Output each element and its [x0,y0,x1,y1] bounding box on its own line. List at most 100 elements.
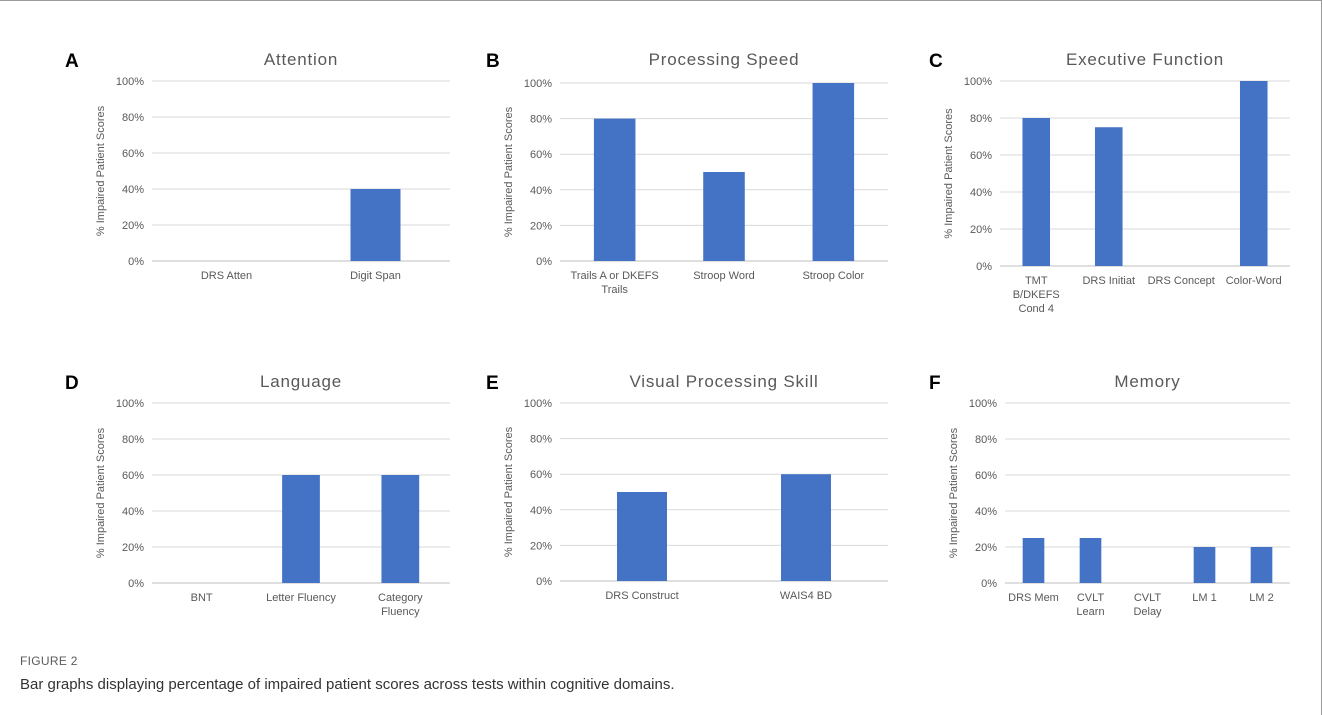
x-category-label: Digit Span [350,270,401,282]
y-tick-label: 20% [970,224,992,236]
y-tick-label: 0% [536,256,552,268]
y-tick-label: 100% [524,398,552,410]
chart-title: Language [260,372,342,391]
chart-svg: Language 0% 20% 40% 60% 80% 100% % Impaired Pat… [95,372,450,618]
panel-letter: E [486,373,499,394]
y-tick-label: 80% [530,114,552,126]
x-category-label: Category [378,592,423,604]
y-tick-label: 60% [122,148,144,160]
y-tick-label: 60% [530,149,552,161]
y-tick-label: 0% [128,578,144,590]
y-tick-label: 60% [970,150,992,162]
y-axis-label: % Impaired Patient Scores [95,105,107,236]
x-category-label: DRS Initiat [1082,275,1135,287]
x-category-label: BNT [191,592,213,604]
panel-letter: C [929,51,943,72]
panel-letter: F [929,373,941,394]
y-tick-label: 80% [970,113,992,125]
bar [350,189,401,261]
y-tick-label: 100% [116,398,144,410]
bar [1193,547,1216,583]
chart-svg: Executive Function 0% 20% 40% 60% 80% 100% % Im… [943,50,1290,315]
x-category-label: TMT [1025,275,1048,287]
x-category-label: LM 1 [1192,592,1216,604]
chart-title: Memory [1114,372,1180,391]
panel-a: A Attention 0% 20% 40% 60% 80% 100% % Impaired … [60,50,460,301]
x-category-label: CVLT [1077,592,1105,604]
chart-title: Visual Processing Skill [629,372,818,391]
x-category-label: DRS Atten [201,270,252,282]
y-axis-label: % Impaired Patient Scores [948,427,960,558]
bar [1022,538,1045,583]
y-tick-label: 20% [122,542,144,554]
bar [1022,118,1051,266]
bar [593,118,636,261]
y-tick-label: 20% [530,540,552,552]
chart-svg: Visual Processing Skill 0% 20% 40% 60% 80% 100… [503,372,888,602]
y-tick-label: 80% [122,434,144,446]
y-tick-label: 0% [976,261,992,273]
x-category-label: Delay [1133,606,1162,618]
chart-title: Processing Speed [649,50,800,69]
x-category-label: Color-Word [1226,275,1282,287]
y-tick-label: 100% [116,76,144,88]
x-category-label: DRS Concept [1148,275,1215,287]
chart-svg: Processing Speed 0% 20% 40% 60% 80% 100% % Impa… [503,50,888,296]
x-category-label: Trails [601,284,628,296]
x-category-label: CVLT [1134,592,1162,604]
figure-label: FIGURE 2 [20,654,78,668]
y-tick-label: 80% [975,434,997,446]
bar [1094,127,1123,266]
y-tick-label: 60% [975,470,997,482]
panel-f: F Memory 0% 20% 40% 60% 80% 100% % Impaired Pat… [920,372,1300,623]
y-tick-label: 40% [975,506,997,518]
y-tick-label: 20% [122,220,144,232]
y-tick-label: 40% [122,506,144,518]
y-tick-label: 40% [530,185,552,197]
y-tick-label: 80% [530,434,552,446]
x-category-label: Trails A or DKEFS [571,270,659,282]
x-category-label: Learn [1076,606,1104,618]
y-tick-label: 60% [530,469,552,481]
y-tick-label: 0% [981,578,997,590]
x-category-label: Fluency [381,606,420,618]
chart-title: Attention [264,50,338,69]
chart-title: Executive Function [1066,50,1224,69]
bar [1250,547,1273,583]
bar [812,83,855,261]
panel-letter: D [65,373,79,394]
y-tick-label: 80% [122,112,144,124]
y-tick-label: 40% [122,184,144,196]
x-category-label: DRS Construct [605,590,678,602]
panel-b: B Processing Speed 0% 20% 40% 60% 80% 100% % Im… [480,50,900,306]
y-tick-label: 60% [122,470,144,482]
y-tick-label: 40% [530,505,552,517]
y-tick-label: 20% [530,220,552,232]
y-axis-label: % Impaired Patient Scores [95,427,107,558]
panel-d: D Language 0% 20% 40% 60% 80% 100% % Impaired P… [60,372,460,623]
panel-letter: A [65,51,79,72]
bar [781,474,831,581]
y-tick-label: 100% [524,78,552,90]
x-category-label: Stroop Color [802,270,864,282]
y-axis-label: % Impaired Patient Scores [503,106,515,237]
y-axis-label: % Impaired Patient Scores [503,426,515,557]
figure-caption: Bar graphs displaying percentage of impa… [20,676,675,693]
x-category-label: B/DKEFS [1013,289,1060,301]
y-tick-label: 0% [128,256,144,268]
x-category-label: LM 2 [1249,592,1273,604]
panel-c: C Executive Function 0% 20% 40% 60% 80% 100% % … [920,50,1300,331]
panel-e: E Visual Processing Skill 0% 20% 40% 60% 80% 1… [480,372,900,623]
chart-svg: Attention 0% 20% 40% 60% 80% 100% % Impaired Pa… [95,50,450,282]
bar [381,475,420,583]
panel-letter: B [486,51,500,72]
bar [703,172,745,261]
bar [282,475,320,583]
y-axis-label: % Impaired Patient Scores [943,108,955,239]
y-tick-label: 20% [975,542,997,554]
y-tick-label: 100% [964,76,992,88]
bar [1239,81,1268,266]
x-category-label: Stroop Word [693,270,755,282]
x-category-label: Letter Fluency [266,592,336,604]
